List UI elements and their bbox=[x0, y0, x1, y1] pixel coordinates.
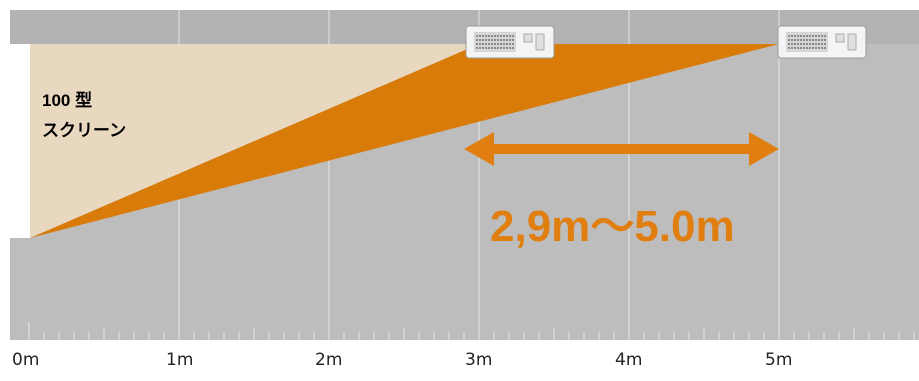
axis-tick-1m: 1m bbox=[166, 350, 194, 370]
axis-tick-3m: 3m bbox=[465, 350, 493, 370]
screen-size-line: 100 型 bbox=[42, 91, 93, 110]
distance-ruler bbox=[28, 322, 915, 340]
range-arrow-shaft bbox=[488, 144, 756, 154]
axis-tick-5m: 5m bbox=[765, 350, 793, 370]
axis-tick-0m: 0m bbox=[12, 350, 40, 370]
screen-edge bbox=[10, 44, 30, 238]
throw-distance-range-label: 2,9m〜5.0m bbox=[490, 202, 735, 251]
far-projector bbox=[777, 25, 867, 59]
range-arrow-left-head bbox=[464, 132, 494, 166]
range-arrow bbox=[464, 132, 779, 166]
range-arrow-right-head bbox=[749, 132, 779, 166]
screen-size-label: 100 型 スクリーン bbox=[42, 86, 126, 146]
screen-word-line: スクリーン bbox=[42, 121, 127, 140]
ceiling-band bbox=[10, 10, 919, 44]
axis-tick-2m: 2m bbox=[315, 350, 343, 370]
axis-tick-4m: 4m bbox=[615, 350, 643, 370]
near-projector bbox=[465, 25, 555, 59]
throw-beam-range bbox=[30, 44, 779, 238]
